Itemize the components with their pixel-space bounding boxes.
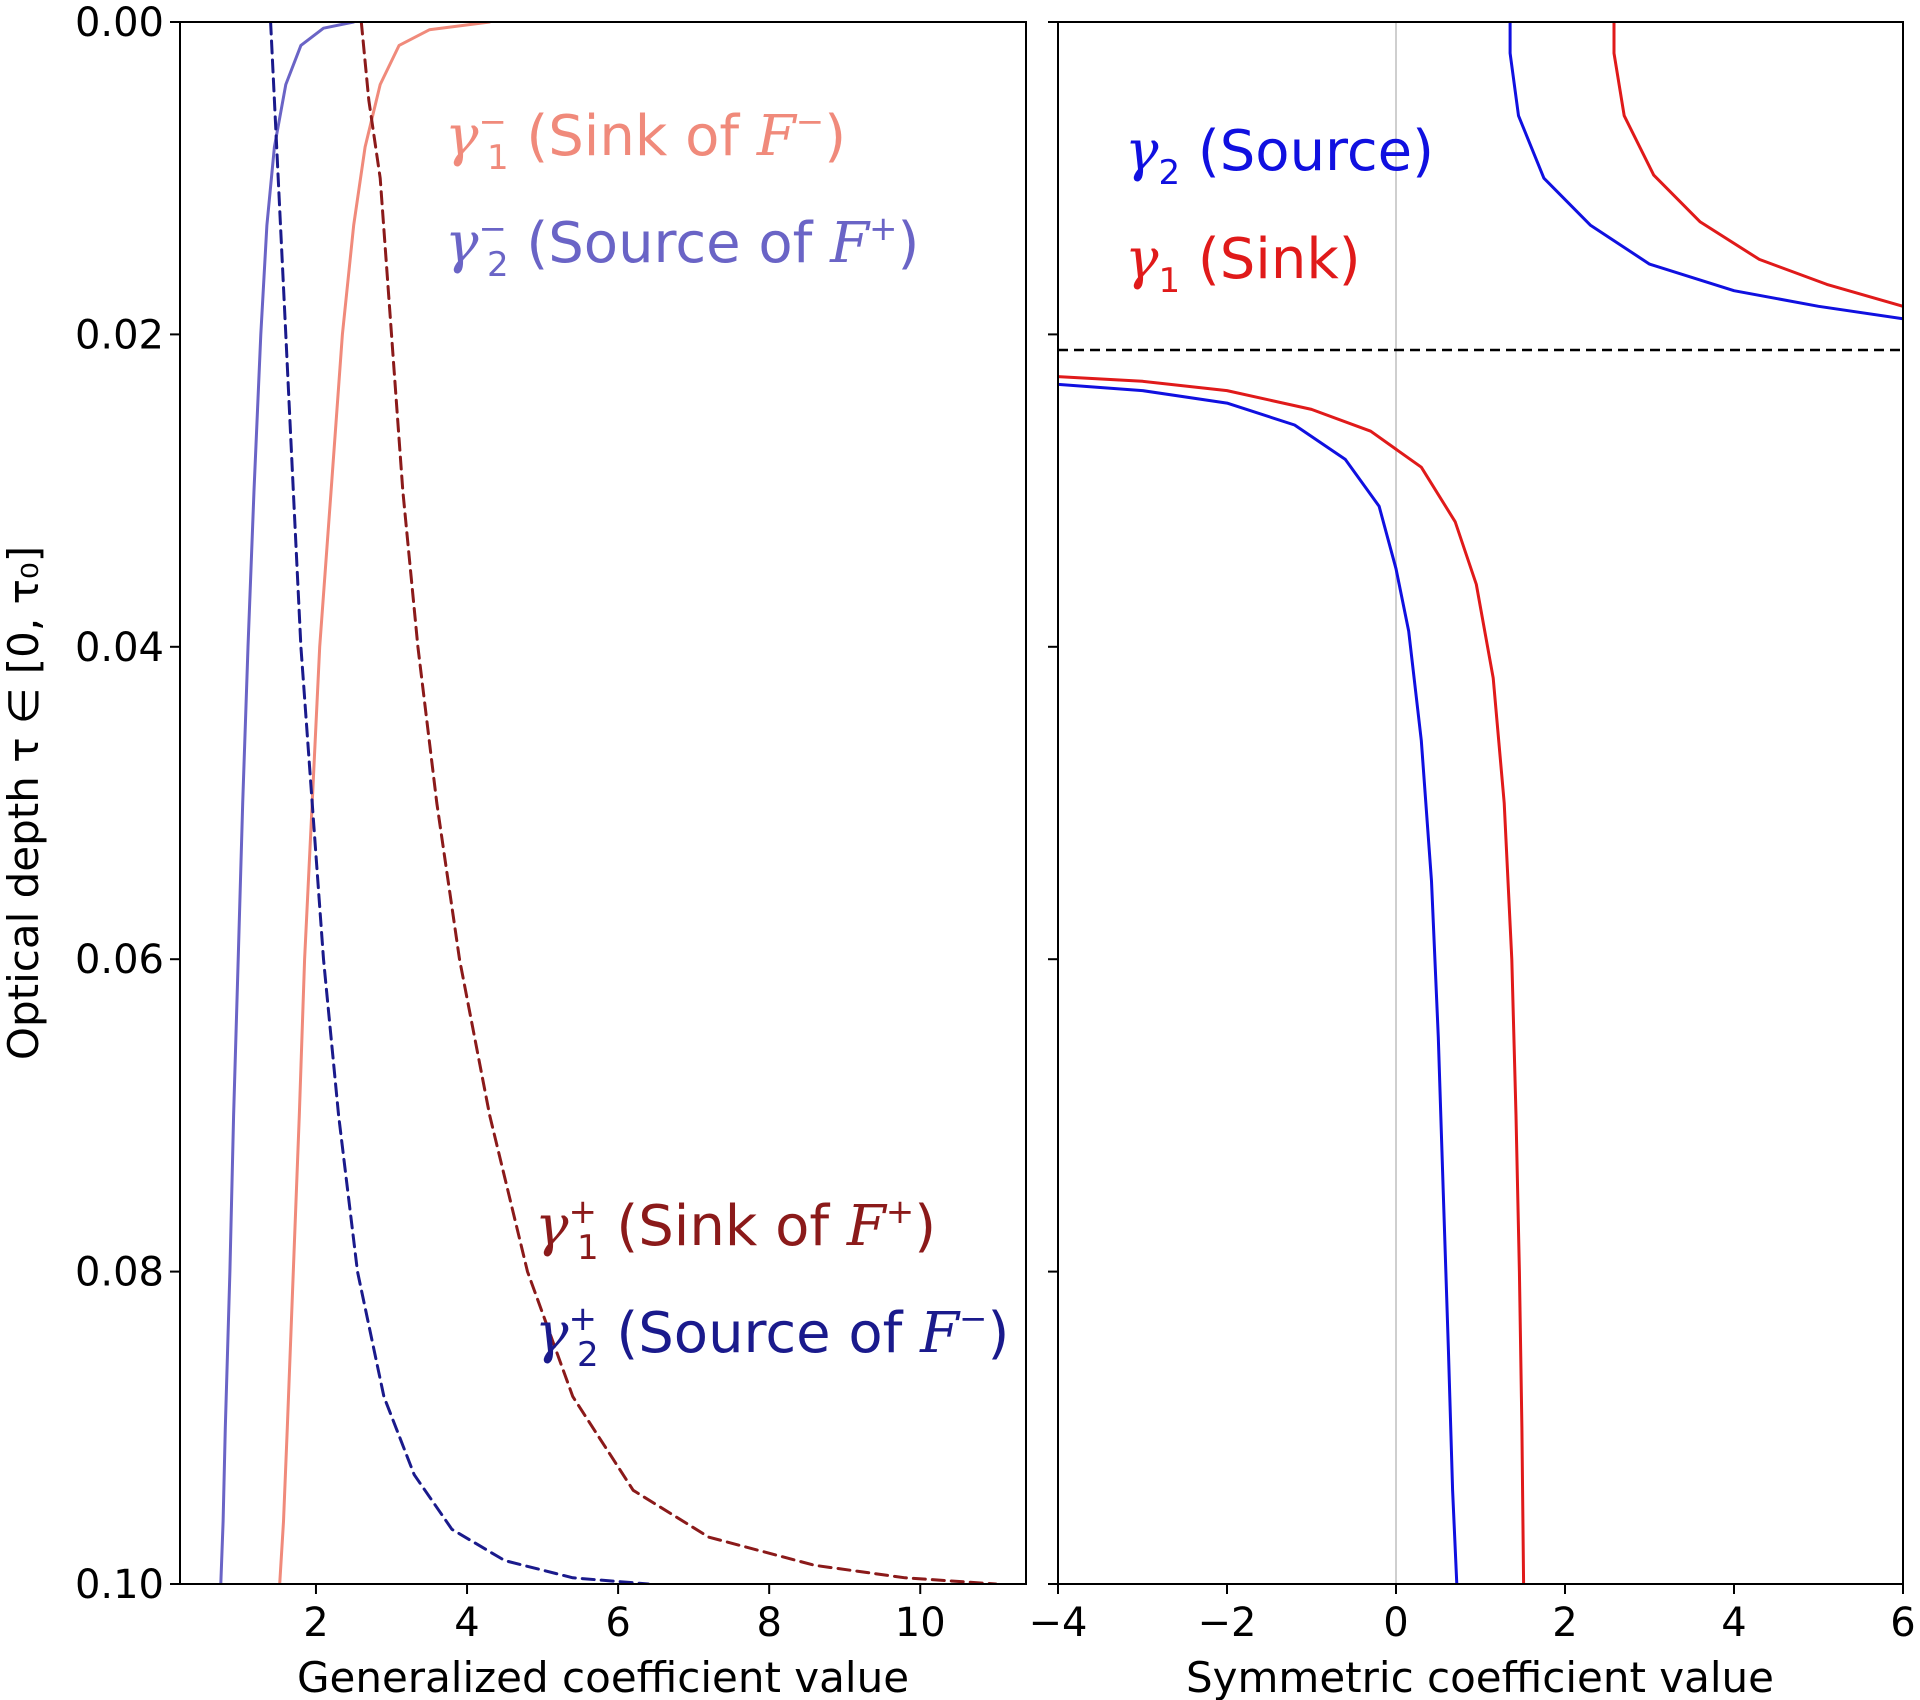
- x-tick-label: 2: [1552, 1600, 1577, 1646]
- right-x-ticks: −4 −2 0 2 4 6: [1029, 1584, 1916, 1646]
- right-plot-frame: [1057, 21, 1904, 1585]
- left-plot-frame: [179, 21, 1027, 1585]
- series-2-line-segment-2: [1058, 375, 1526, 1584]
- series-4-line: [269, 22, 650, 1584]
- x-tick-label: 0: [1383, 1600, 1408, 1646]
- x-tick-label: 10: [895, 1600, 946, 1646]
- series-1-line-segment-1: [1508, 22, 1903, 321]
- left-y-ticks: 0.00 0.02 0.04 0.06 0.08 0.10: [75, 0, 180, 1608]
- left-plot-lines: [219, 22, 998, 1584]
- right-panel: γ2 (Source) γ1 (Sink) −4 −2 0 2 4 6 Symmetric …: [1029, 21, 1916, 1700]
- right-y-ticks: [1048, 21, 1058, 1585]
- legend-label-2: γ1 (Sink): [1125, 227, 1361, 301]
- y-tick-label: 0.00: [75, 0, 164, 46]
- x-tick-label: −2: [1198, 1600, 1257, 1646]
- legend-label-3: γ+ 1 (Sink of F+): [535, 1192, 936, 1268]
- x-tick-label: 6: [1890, 1600, 1915, 1646]
- x-tick-label: −4: [1029, 1600, 1088, 1646]
- left-legend: γ− 1 (Sink of F−) γ− 2 (Source of F+) γ+ 1 (S…: [445, 102, 1009, 1375]
- y-tick-label: 0.10: [75, 1562, 164, 1608]
- left-x-ticks: 2 4 6 8 10: [303, 1584, 946, 1646]
- series-2-line: [219, 22, 356, 1584]
- legend-label-1: γ− 1 (Sink of F−): [445, 102, 846, 178]
- left-panel: γ− 1 (Sink of F−) γ− 2 (Source of F+) γ+ 1 (S…: [0, 0, 1027, 1700]
- x-tick-label: 6: [605, 1600, 630, 1646]
- x-tick-label: 4: [454, 1600, 479, 1646]
- series-1-line: [278, 22, 492, 1584]
- right-x-axis-title: Symmetric coefficient value: [1186, 1653, 1774, 1700]
- right-plot-lines: [1058, 22, 1903, 1584]
- series-1-line-segment-2: [1058, 382, 1459, 1584]
- y-tick-label: 0.04: [75, 625, 164, 671]
- x-tick-label: 2: [303, 1600, 328, 1646]
- x-tick-label: 4: [1721, 1600, 1746, 1646]
- right-legend: γ2 (Source) γ1 (Sink): [1125, 119, 1434, 301]
- legend-label-4: γ+ 2 (Source of F−): [535, 1299, 1009, 1375]
- y-axis-title: Optical depth τ ∈ [0, τ₀]: [0, 546, 48, 1060]
- legend-label-1: γ2 (Source): [1125, 119, 1434, 193]
- left-x-axis-title: Generalized coefficient value: [297, 1653, 909, 1700]
- series-2-line-segment-1: [1612, 22, 1903, 308]
- y-tick-label: 0.06: [75, 937, 164, 983]
- legend-label-2: γ− 2 (Source of F+): [445, 209, 919, 285]
- x-tick-label: 8: [756, 1600, 781, 1646]
- y-tick-label: 0.08: [75, 1250, 164, 1296]
- y-tick-label: 0.02: [75, 312, 164, 358]
- series-3-line: [359, 22, 998, 1584]
